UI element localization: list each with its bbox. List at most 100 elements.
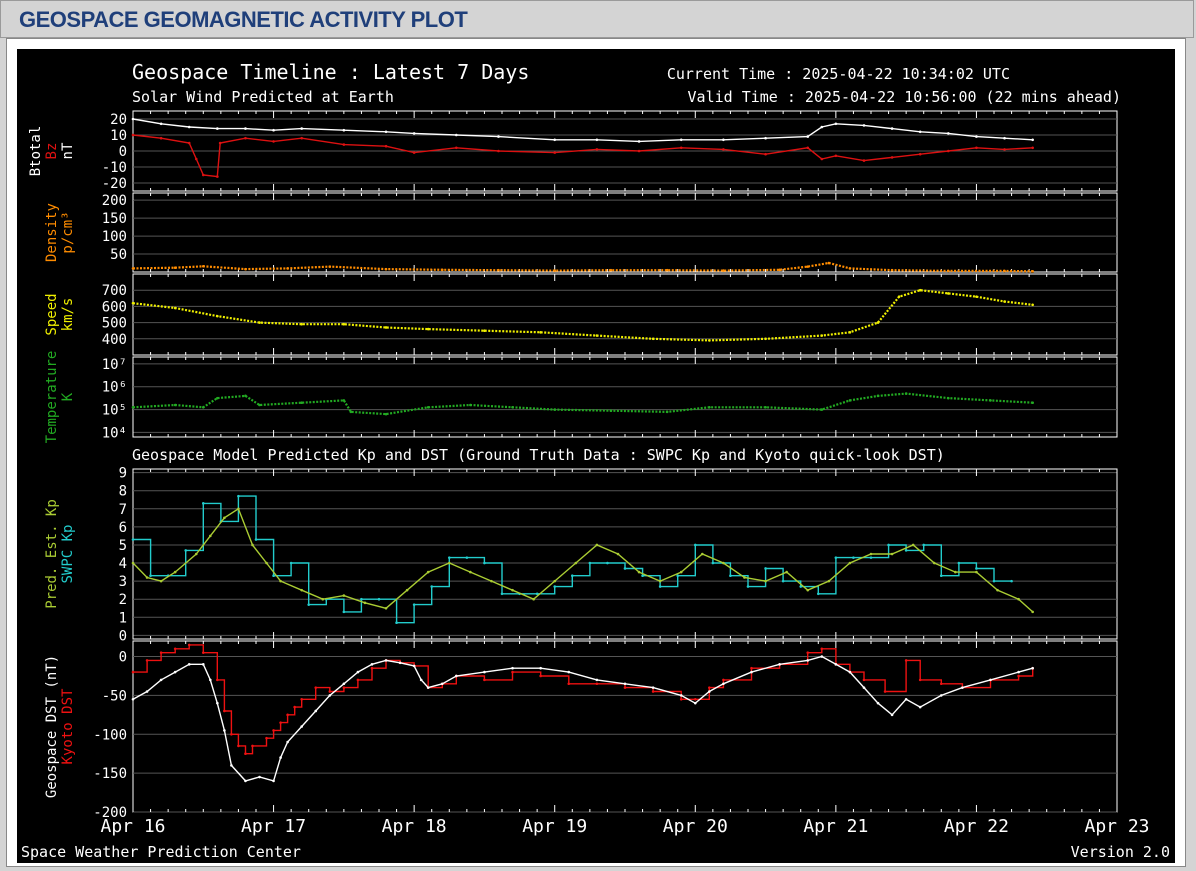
dst-point [216, 678, 219, 682]
dst-point [890, 713, 894, 717]
mag-point [595, 138, 599, 142]
dst-ytick-label: -50 [102, 688, 127, 704]
dst-point [293, 705, 296, 709]
temperature-point [876, 394, 880, 398]
x-tick-label: Apr 20 [663, 816, 728, 837]
mag-point [216, 175, 219, 178]
temperature-point [258, 403, 261, 407]
dst-point [848, 670, 852, 674]
page-title: GEOSPACE GEOMAGNETIC ACTIVITY PLOT [19, 7, 468, 32]
dst-point [750, 666, 753, 670]
kp-point [237, 507, 240, 511]
temperature-point [947, 396, 950, 400]
kp-point [922, 543, 926, 547]
kp-point [764, 567, 767, 570]
speed-point [258, 321, 261, 324]
mag-point [497, 149, 500, 153]
x-tick-label: Apr 19 [522, 816, 587, 837]
kp-point [693, 543, 697, 547]
mag-point [218, 141, 222, 145]
kp-point [321, 597, 325, 601]
dst-point [279, 756, 282, 759]
dst-ytick-label: 0 [119, 650, 127, 666]
mag-point [159, 122, 163, 126]
density-ylabel: Density [44, 203, 60, 262]
temperature-point [469, 403, 472, 407]
speed-point [764, 337, 767, 341]
kp-ytick-label: 9 [119, 466, 127, 482]
model-title: Geospace Model Predicted Kp and DST (Gro… [132, 446, 945, 464]
dst-point [370, 666, 374, 670]
mag-point [918, 152, 922, 156]
speed-point [848, 331, 852, 334]
temperature-point [131, 405, 135, 409]
dst-point [834, 663, 838, 666]
speed-point [173, 306, 177, 310]
dst-point [511, 670, 514, 674]
mag-point [679, 138, 683, 142]
mag-point [1003, 148, 1006, 151]
temperature-point [609, 409, 613, 413]
kp-point [616, 552, 620, 556]
kp-point [722, 561, 725, 565]
mag-point [187, 141, 191, 145]
kp-point [932, 561, 936, 565]
mag-point [272, 140, 275, 143]
kp-series-pred-est-kp [132, 507, 1034, 613]
kp-point [904, 549, 908, 552]
kp-point [405, 588, 409, 592]
kp-point [483, 561, 486, 565]
kp-point [430, 585, 434, 588]
kp-point [377, 597, 381, 601]
dst-point [356, 670, 360, 674]
kp-point [834, 556, 838, 559]
speed-point [708, 339, 711, 342]
kp-point [623, 567, 627, 570]
kp-point [954, 570, 957, 574]
kp-ytick-label: 3 [119, 574, 127, 590]
dst-point [131, 670, 135, 674]
kp-ytick-label: 1 [119, 610, 127, 626]
kp-point [395, 621, 398, 625]
density-ytick-label: 100 [102, 229, 127, 245]
kp-point [637, 570, 641, 574]
kp-point [1031, 610, 1034, 614]
dst-point [806, 651, 810, 654]
kp-point [145, 576, 149, 579]
mag-point [637, 140, 641, 143]
mag-ytick-label: 10 [110, 128, 127, 144]
dst-point [693, 701, 697, 705]
kp-point [785, 570, 788, 574]
kp-point [426, 570, 430, 574]
dst-ytick-label: -150 [93, 766, 127, 782]
kp-point [360, 597, 363, 601]
density-point [384, 267, 388, 271]
speed-point [595, 334, 599, 337]
temperature-ytick-label: 10⁴ [102, 425, 127, 441]
speed-point [820, 334, 824, 337]
speed-point [539, 331, 542, 334]
mag-ylabel: nT [60, 142, 76, 159]
dst-point [159, 651, 163, 654]
dst-point [539, 674, 542, 678]
mag-point [820, 125, 824, 129]
dst-point [806, 659, 810, 662]
dst-point [918, 678, 922, 682]
mag-ytick-label: -10 [102, 160, 127, 176]
kp-point [588, 561, 592, 565]
dst-point [918, 705, 922, 709]
mag-point [806, 135, 810, 138]
dst-point [483, 670, 486, 674]
kp-ylabel: Pred. Est. Kp [44, 499, 60, 609]
dst-point [314, 686, 318, 689]
density-point [440, 268, 444, 272]
dst-point [693, 697, 697, 701]
dst-point [651, 690, 655, 693]
dst-point [173, 647, 177, 651]
mag-point [679, 146, 683, 150]
density-point [806, 265, 810, 268]
dst-series-geospace-dst [132, 655, 1033, 782]
dst-point [722, 678, 725, 682]
speed-point [131, 301, 135, 305]
mag-point [497, 135, 500, 138]
